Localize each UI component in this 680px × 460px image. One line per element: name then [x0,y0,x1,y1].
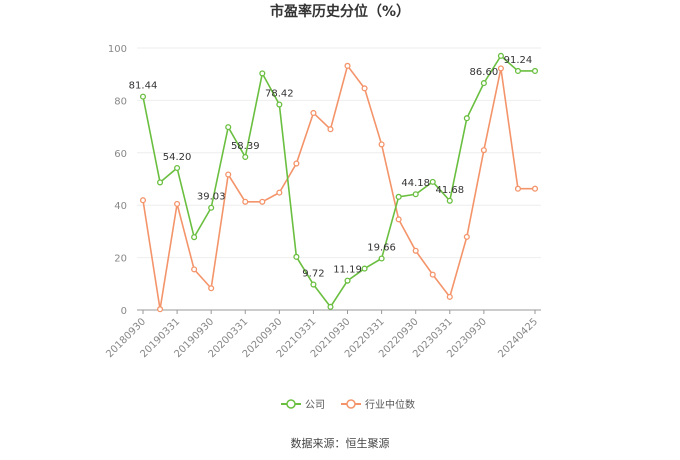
x-tick-label: 20240425 [496,316,540,360]
data-label: 44.18 [401,178,430,189]
legend-item-1[interactable]: 行业中位数 [341,398,415,411]
data-point[interactable] [514,185,522,192]
data-point[interactable] [327,303,334,310]
y-tick-label: 0 [121,306,127,317]
data-point[interactable] [463,115,470,122]
legend[interactable]: 公司 行业中位数 [281,398,415,411]
data-point[interactable] [531,185,539,192]
data-point[interactable] [327,126,334,133]
data-point[interactable] [514,67,522,75]
y-tick-label: 80 [114,96,127,107]
data-point[interactable] [344,62,351,69]
data-label: 9.72 [302,269,324,280]
data-point[interactable] [412,247,419,254]
legend-item-0[interactable]: 公司 [281,399,325,411]
data-label: 86.60 [470,67,499,78]
x-axis: 2018093020190331201909302020033120200930… [104,309,541,360]
y-axis-ticks: 0 20 40 60 80 100 [108,44,127,317]
data-point[interactable] [174,200,181,207]
data-point[interactable] [208,204,215,211]
data-point[interactable] [174,164,181,172]
data-point[interactable] [361,85,368,92]
data-point[interactable] [497,52,504,59]
y-tick-label: 40 [114,201,127,212]
data-point[interactable] [310,281,317,288]
chart-title: 市盈率历史分位（%） [270,3,410,20]
data-label: 91.24 [504,55,533,66]
data-point[interactable] [463,233,470,240]
data-label: 81.44 [129,81,158,92]
data-point[interactable] [191,266,198,273]
data-point[interactable] [259,198,266,205]
data-point[interactable] [395,193,402,200]
data-point[interactable] [361,265,368,272]
data-point[interactable] [446,197,453,204]
data-point[interactable] [139,197,147,204]
data-point[interactable] [208,285,215,292]
y-tick-label: 100 [108,44,127,55]
data-label: 54.20 [163,152,192,163]
y-tick-label: 20 [114,254,127,265]
data-point[interactable] [242,198,249,205]
legend-label: 公司 [305,400,325,411]
data-point[interactable] [344,277,351,284]
legend-swatch-marker [286,399,296,409]
legend-swatch-marker [346,399,356,409]
data-point[interactable] [310,109,317,117]
series-lines [139,52,539,313]
data-point[interactable] [139,93,147,100]
data-source: 数据来源：恒生聚源 [291,436,390,450]
data-label: 39.03 [197,192,226,203]
data-label: 11.19 [333,265,362,276]
data-point[interactable] [156,179,164,186]
data-point[interactable] [497,65,504,72]
data-point[interactable] [242,153,249,161]
data-point[interactable] [293,160,300,167]
data-point[interactable] [429,178,436,185]
data-point[interactable] [225,171,232,178]
data-point[interactable] [378,255,385,262]
data-labels: 81.44 54.20 39.03 58.39 78.42 9.72 11.19 19.66 4… [129,55,533,280]
data-point[interactable] [395,216,402,223]
data-point[interactable] [531,67,539,75]
data-point[interactable] [293,253,300,260]
data-label: 41.68 [435,185,464,196]
data-point[interactable] [156,306,164,313]
series-line-0 [142,54,535,309]
data-point[interactable] [480,147,487,154]
data-point[interactable] [480,80,487,87]
data-label: 19.66 [367,242,396,253]
data-point[interactable] [276,189,283,196]
data-point[interactable] [378,141,385,148]
data-point[interactable] [446,293,453,300]
data-label: 58.39 [231,141,260,152]
data-point[interactable] [412,191,419,198]
data-point[interactable] [276,101,283,108]
data-point[interactable] [191,234,198,241]
series-line-1 [142,64,535,310]
legend-label: 行业中位数 [365,398,415,411]
data-point[interactable] [429,271,436,278]
data-point[interactable] [225,124,232,131]
y-tick-label: 60 [114,149,127,160]
data-label: 78.42 [265,89,294,100]
data-point[interactable] [259,70,266,77]
